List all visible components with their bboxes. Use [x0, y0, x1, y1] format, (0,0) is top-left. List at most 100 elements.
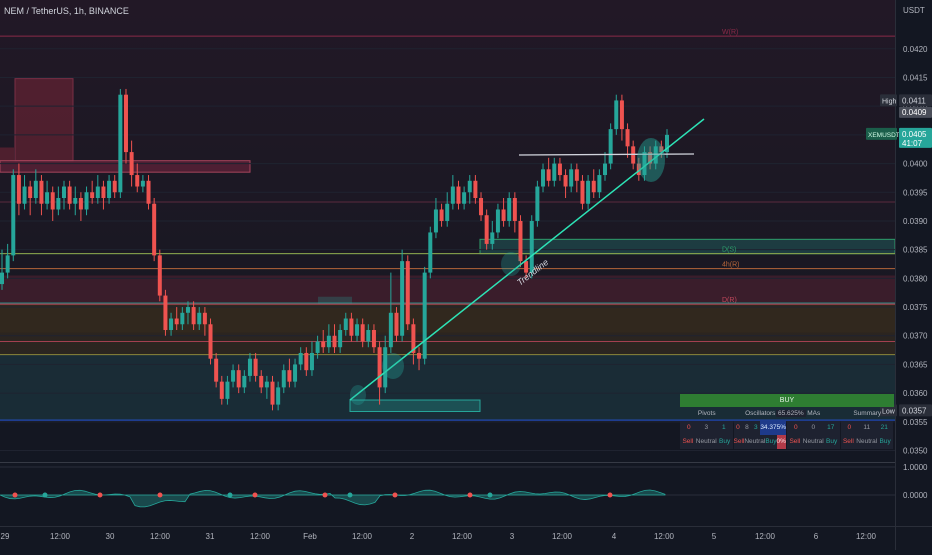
oscillator-dot: [392, 492, 398, 498]
candle-body: [33, 180, 38, 198]
legend-buy: Buy: [765, 438, 777, 445]
candle: [366, 324, 371, 348]
candle-body: [28, 186, 33, 198]
candle: [665, 129, 669, 158]
candle: [563, 169, 568, 198]
y-tick-label: 0.0415: [903, 73, 928, 82]
candle-body: [473, 180, 478, 198]
candle: [456, 180, 461, 210]
high-price: 0.0411: [902, 96, 926, 105]
price-axis: [895, 0, 932, 550]
candle-body: [507, 198, 512, 221]
x-tick-label: 4: [612, 532, 617, 541]
candle: [394, 307, 399, 342]
candle: [625, 123, 630, 158]
highlight-circle: [637, 138, 665, 182]
candle: [33, 169, 38, 204]
candle: [541, 163, 546, 193]
candle-body: [648, 152, 653, 164]
zone-box-upper: [15, 78, 73, 161]
legend-buy: Buy: [826, 438, 838, 445]
level-price: 0.0409: [902, 108, 927, 117]
candle: [371, 324, 376, 353]
oscillator-dot: [157, 492, 163, 498]
candle-body: [84, 192, 89, 210]
candle: [417, 347, 422, 371]
candle-body: [355, 324, 360, 336]
candle: [236, 364, 241, 394]
candle-body: [439, 209, 444, 221]
candle-body: [659, 146, 664, 153]
candle: [411, 318, 416, 365]
candle: [298, 347, 303, 371]
count: 3: [704, 424, 709, 431]
widget-counts-row: 0 3 1 0 8 3 34.375% 0 0 17 0 11 21: [680, 421, 894, 435]
widget-header: BUY: [680, 394, 894, 407]
candle-body: [366, 330, 371, 342]
candle: [231, 364, 236, 388]
y-tick-label: 0.0355: [903, 418, 928, 427]
widget-counts-summary: 0 11 21: [840, 421, 893, 435]
candle: [208, 318, 213, 365]
candle: [619, 94, 624, 141]
candle: [28, 180, 33, 216]
candle: [146, 175, 151, 210]
candle: [439, 203, 444, 227]
candle-body: [343, 318, 348, 330]
candle-body: [574, 169, 579, 181]
candle-body: [569, 169, 574, 187]
symbol-title: NEM / TetherUS, 1h, BINANCE: [4, 6, 129, 16]
count: 0: [793, 424, 798, 431]
candle: [293, 358, 298, 388]
candle: [315, 335, 320, 359]
candle: [163, 289, 168, 336]
candle: [591, 169, 596, 198]
candle-body: [123, 94, 128, 153]
candle: [428, 226, 433, 279]
candle-body: [484, 215, 489, 244]
candle: [0, 249, 4, 290]
candle-body: [22, 186, 27, 204]
candle: [253, 352, 258, 382]
oscillator-dot: [42, 492, 48, 498]
y-tick-label: 0.0385: [903, 246, 928, 255]
x-tick-label: 12:00: [250, 532, 271, 541]
candle-body: [281, 370, 286, 388]
candle: [338, 324, 343, 353]
candle: [484, 209, 489, 250]
low-tag-label: Low: [882, 408, 896, 415]
low-price: 0.0357: [902, 406, 927, 415]
candle-body: [619, 100, 624, 130]
candle-body: [456, 186, 461, 204]
x-tick-label: 30: [106, 532, 115, 541]
x-tick-label: 12:00: [856, 532, 877, 541]
candle: [112, 175, 117, 198]
count: 1: [721, 424, 726, 431]
candle: [400, 249, 405, 342]
candle-body: [185, 307, 190, 313]
candle: [84, 186, 89, 216]
candle: [264, 375, 269, 399]
level-label: 4h(R): [722, 262, 740, 269]
osc-tick-label: 0.0000: [903, 491, 928, 500]
x-tick-label: 3: [510, 532, 515, 541]
candle-body: [557, 163, 562, 176]
candle: [321, 330, 326, 353]
candle: [377, 341, 382, 405]
candle-body: [264, 381, 269, 388]
candle: [78, 192, 83, 221]
candle: [636, 157, 641, 181]
candle: [490, 220, 495, 250]
candle: [501, 198, 506, 227]
candle-body: [112, 180, 117, 193]
candle-body: [191, 307, 196, 325]
level-label: W(R): [722, 29, 738, 36]
candle: [197, 307, 202, 330]
candle-body: [552, 163, 557, 181]
widget-legend-summary: Sell Neutral Buy: [840, 435, 893, 449]
candle-body: [360, 324, 365, 342]
current-price: 0.0405: [902, 130, 927, 139]
candle-body: [315, 341, 320, 353]
